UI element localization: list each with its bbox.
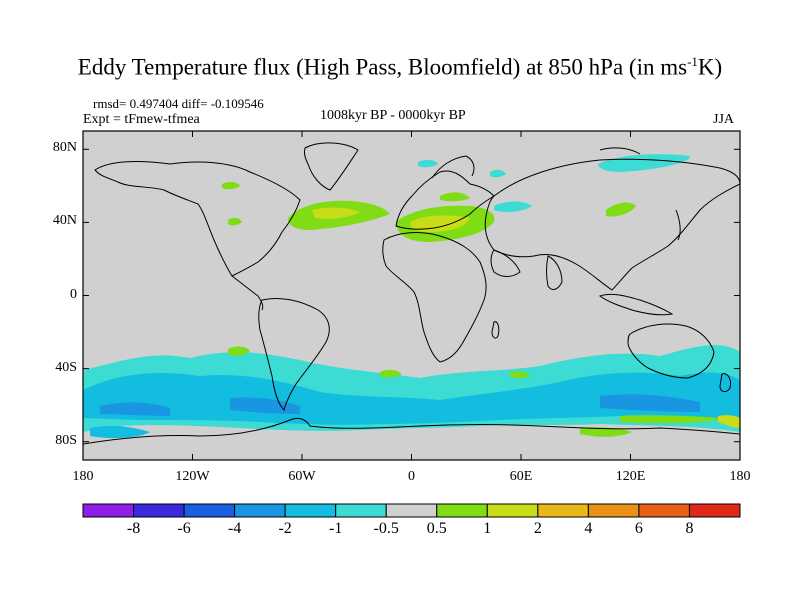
south-america-coastline	[258, 297, 330, 411]
colorbar-tick-label: -6	[177, 520, 191, 537]
europe-coastline	[395, 170, 495, 230]
colorbar-swatch	[82, 503, 135, 518]
na-positive-patch	[228, 217, 242, 226]
anomaly-contours	[83, 154, 740, 439]
australia-coastline	[627, 323, 715, 379]
colorbar-swatch	[638, 503, 690, 518]
colorbar-tick-label: -4	[227, 520, 242, 537]
lon-tick-label: 180	[729, 469, 751, 484]
lat-tick-label: 80N	[52, 140, 77, 156]
central-america-coastline	[231, 275, 264, 311]
madagascar-coastline	[491, 321, 500, 339]
colorbar-tick-label: 8	[685, 520, 694, 537]
mediterranean-core	[410, 215, 470, 232]
coastlines	[83, 142, 740, 445]
japan-coastline	[675, 209, 681, 241]
asia-positive-patch	[606, 202, 636, 217]
north-africa-patch	[440, 192, 470, 202]
colorbar-swatch	[587, 503, 640, 518]
north-america-coastline	[94, 161, 301, 277]
colorbar-swatch	[234, 503, 286, 518]
siberia-negative-patch-2	[490, 169, 506, 178]
siberia-negative-patch	[494, 201, 532, 213]
colorbar-swatch	[537, 503, 589, 518]
india-coastline	[546, 255, 563, 290]
colorbar-swatch	[284, 503, 337, 518]
indonesia-coastline	[598, 293, 674, 316]
lat-tick-label: 0	[70, 286, 77, 302]
period-label: 1008kyr BP - 0000kyr BP	[320, 108, 466, 123]
colorbar-tick-label: 6	[634, 520, 643, 537]
south-positive-patch-2	[380, 369, 402, 378]
arctic-negative-patch	[598, 154, 691, 172]
colorbar-swatch	[688, 503, 741, 518]
new-zealand-coastline	[719, 373, 731, 393]
lon-tick-label: 60W	[288, 469, 316, 484]
barents-negative-patch	[418, 159, 438, 168]
axis-ticks	[82, 131, 741, 460]
colorbar-tick-label: -8	[126, 520, 141, 537]
pacific-positive-patch	[222, 181, 240, 190]
lon-tick-label: 120W	[175, 469, 210, 484]
experiment-label: Expt = tFmew-tfmea	[83, 112, 200, 127]
lon-tick-label: 0	[408, 469, 415, 484]
colorbar-swatch	[133, 503, 185, 518]
lat-tick-label: 40N	[52, 213, 77, 229]
south-positive-patch-1	[228, 346, 250, 356]
antarctic-negative-patch	[90, 425, 150, 439]
lon-tick-label: 180	[72, 469, 94, 484]
southern-ocean-band-medium	[83, 372, 740, 425]
southern-ocean-patch-2	[600, 394, 700, 412]
season-label: JJA	[713, 112, 735, 127]
rmsd-diff-text: rmsd= 0.497404 diff= -0.109546	[93, 96, 264, 111]
antarctic-positive-patch-1	[580, 427, 632, 437]
north-atlantic-core	[312, 207, 360, 219]
arctic-islands-coastline	[599, 147, 641, 155]
lat-tick-label: 40S	[55, 359, 77, 375]
antarctic-positive-patch-2	[620, 415, 720, 424]
colorbar-swatch	[385, 503, 438, 518]
antarctic-positive-patch-3	[718, 415, 740, 428]
colorbar-swatch	[486, 503, 539, 518]
greenland-coastline	[303, 142, 359, 191]
colorbar-tick-label: 2	[533, 520, 542, 537]
colorbar-swatch	[436, 503, 488, 518]
colorbar-tick-label: 1	[483, 520, 492, 537]
chart-title: Eddy Temperature flux (High Pass, Bloomf…	[77, 54, 723, 80]
scandinavia-coastline	[431, 155, 475, 179]
colorbar-swatch	[335, 503, 387, 518]
lat-tick-label: 80S	[55, 432, 77, 448]
africa-coastline	[382, 232, 487, 363]
south-positive-patch-3	[510, 371, 530, 379]
lon-tick-label: 120E	[615, 469, 646, 484]
southern-ocean-band-strong	[100, 402, 170, 416]
colorbar-tick-label: 0.5	[426, 520, 447, 537]
lon-tick-label: 60E	[509, 469, 533, 484]
colorbar-swatch	[183, 503, 236, 518]
colorbar-tick-label: -0.5	[373, 520, 399, 537]
arabia-coastline	[490, 249, 521, 277]
antarctica-coastline	[83, 417, 740, 445]
southern-ocean-patch-1	[230, 397, 300, 414]
colorbar-tick-label: -2	[278, 520, 292, 537]
colorbar-tick-label: 4	[584, 520, 593, 537]
colorbar-tick-label: -1	[329, 520, 343, 537]
